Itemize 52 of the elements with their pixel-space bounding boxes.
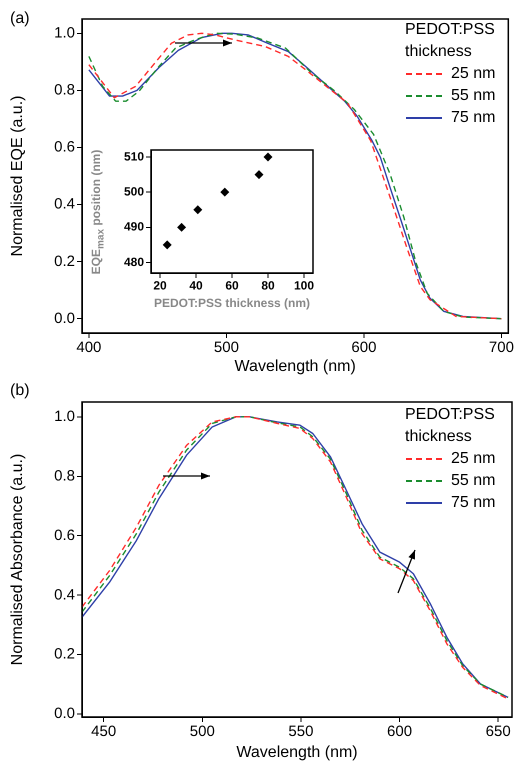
y-axis-title: Normalised Absorbance (a.u.) — [9, 454, 26, 666]
x-axis-title: Wavelength (nm) — [234, 358, 356, 375]
point — [194, 206, 202, 214]
x-tick-label: 40 — [189, 278, 203, 293]
x-axis-title: PEDOT:PSS thickness (nm) — [154, 296, 310, 310]
point — [254, 170, 264, 179]
y-tick-label: 0.6 — [54, 526, 75, 544]
point — [163, 240, 172, 250]
y-tick-label: 0.8 — [54, 82, 75, 99]
x-tick-label: 60 — [225, 278, 239, 293]
legend-title: PEDOT:PSS thickness — [405, 20, 496, 62]
legend-label: 25 nm — [451, 64, 496, 84]
x-tick-label: 80 — [261, 278, 275, 293]
legend-label: 55 nm — [451, 471, 496, 491]
x-tick-label: 700 — [488, 339, 514, 356]
legend-label: 75 nm — [451, 108, 496, 128]
legend-label: 75 nm — [451, 493, 496, 513]
x-tick-label: 500 — [214, 339, 239, 356]
point — [177, 223, 186, 232]
x-tick-label: 650 — [486, 723, 511, 740]
text: (b) — [10, 382, 30, 400]
y-tick-label: 500 — [124, 184, 144, 198]
x-tick-label: 600 — [387, 723, 412, 740]
y-tick-label: 0.0 — [54, 310, 75, 327]
point — [220, 188, 229, 196]
x-tick-label: 100 — [294, 278, 314, 293]
y-tick-label: 490 — [124, 220, 144, 234]
y-tick-label: 0.0 — [54, 705, 75, 722]
y-tick-label: 0.4 — [54, 586, 75, 604]
y-tick-label: 0.2 — [54, 646, 75, 663]
y-tick-label: 0.4 — [54, 196, 75, 213]
x-tick-label: 600 — [351, 339, 376, 356]
y-tick-label: 0.6 — [54, 138, 75, 156]
x-tick-label: 20 — [153, 278, 167, 293]
line-series — [88, 32, 502, 320]
y-tick-label: 0.8 — [54, 467, 75, 484]
y-tick-label: 1.0 — [54, 408, 75, 425]
legend-label: 25 nm — [451, 449, 496, 469]
x-axis-title: Wavelength (nm) — [236, 744, 358, 761]
y-tick-label: 510 — [124, 149, 144, 164]
legend-label: 55 nm — [451, 86, 496, 106]
y-axis-title: Normalised EQE (a.u.) — [9, 96, 26, 256]
text: (a) — [10, 10, 30, 28]
x-tick-label: 500 — [190, 723, 215, 740]
x-tick-label: 450 — [91, 723, 116, 740]
y-tick-label: 1.0 — [54, 24, 75, 42]
y-tick-label: 480 — [124, 254, 144, 269]
point — [264, 152, 272, 162]
legend-title: PEDOT:PSS thickness — [405, 405, 496, 447]
y-tick-label: 0.2 — [54, 252, 75, 270]
x-tick-label: 550 — [288, 723, 314, 740]
x-tick-label: 400 — [76, 339, 102, 356]
